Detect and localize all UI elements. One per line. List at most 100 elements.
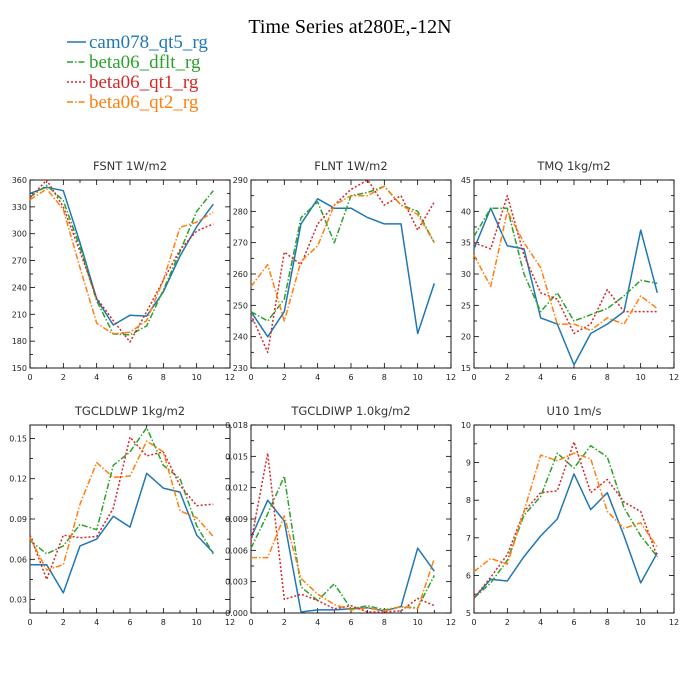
y-tick-label: 290 <box>233 176 248 185</box>
series-line-beta06_qt1_rg <box>29 436 214 581</box>
y-tick-label: 25 <box>461 301 471 310</box>
legend-label: beta06_dflt_rg <box>89 52 201 73</box>
chart-panel: TGCLDIWP 1.0kg/m20 2 4 6 8 10 120.0000.0030.00… <box>225 404 456 627</box>
x-tick-label: 0 <box>27 373 32 382</box>
x-tick-label: 4 <box>538 618 543 627</box>
x-tick-label: 12 <box>225 618 235 627</box>
legend-item: beta06_dflt_rg <box>67 52 201 73</box>
x-tick-label: 8 <box>161 373 166 382</box>
y-tick-label: 150 <box>12 364 27 373</box>
x-tick-label: 10 <box>636 618 646 627</box>
series-line-beta06_dflt_rg <box>29 426 214 555</box>
series-line-beta06_qt1_rg <box>29 179 214 343</box>
x-tick-label: 10 <box>192 373 202 382</box>
x-tick-label: 10 <box>413 373 423 382</box>
x-tick-label: 4 <box>94 618 99 627</box>
x-tick-label: 0 <box>248 618 253 627</box>
x-tick-label: 2 <box>61 373 66 382</box>
x-tick-label: 2 <box>282 618 287 627</box>
y-tick-label: 35 <box>461 239 471 248</box>
y-tick-label: 20 <box>461 333 471 342</box>
chart-panel: TGCLDLWP 1kg/m2 0 2 4 6 8 10 12 0.03 0.06 0.09 0.12… <box>9 404 235 627</box>
legend-label: beta06_qt2_rg <box>89 92 199 113</box>
x-tick-label: 8 <box>605 373 610 382</box>
y-tick-label: 15 <box>461 364 471 373</box>
series-line-beta06_qt2_rg <box>29 440 214 571</box>
y-tick-label: 0.06 <box>9 555 27 564</box>
y-tick-label: 45 <box>461 176 471 185</box>
panel-title: FLNT 1W/m2 <box>314 159 387 173</box>
series-line-beta06_qt2_rg <box>29 188 214 335</box>
series-line-beta06_qt2_rg <box>473 452 658 573</box>
x-tick-label: 8 <box>382 618 387 627</box>
x-tick-label: 2 <box>282 373 287 382</box>
series-line-beta06_qt1_rg <box>473 441 659 599</box>
y-tick-label: 7 <box>466 534 471 543</box>
legend-item: beta06_qt2_rg <box>67 92 199 113</box>
y-tick-label: 270 <box>12 257 27 266</box>
x-tick-label: 0 <box>248 373 253 382</box>
y-tick-label: 240 <box>233 333 248 342</box>
y-tick-label: 8 <box>466 496 471 505</box>
chart-panel: FSNT 1W/m2 0 2 4 6 8 10 12 150 180 210 240 270 300 330… <box>12 159 235 382</box>
x-tick-label: 0 <box>471 618 476 627</box>
x-tick-label: 10 <box>413 618 423 627</box>
y-tick-label: 0.09 <box>9 515 27 524</box>
panel-title: TMQ 1kg/m2 <box>536 159 610 173</box>
chart-panel: U10 1m/s 0 2 4 6 8 10 12 5 6 7 8 9 10 <box>461 404 679 627</box>
x-tick-label: 6 <box>348 373 353 382</box>
y-tick-label: 330 <box>12 203 27 212</box>
series-line-cam078_qt5_rg <box>473 207 659 366</box>
series-line-cam078_qt5_rg <box>250 499 435 613</box>
x-tick-label: 4 <box>94 373 99 382</box>
x-tick-label: 2 <box>61 618 66 627</box>
chart-panel: FLNT 1W/m2 0 2 4 6 8 10 12 230 240 250 260 270 280 290 <box>233 159 456 382</box>
x-tick-label: 4 <box>538 373 543 382</box>
y-tick-label: 240 <box>12 283 27 292</box>
y-tick-label: 5 <box>466 609 471 618</box>
series-line-cam078_qt5_rg <box>473 473 658 599</box>
x-tick-label: 10 <box>636 373 646 382</box>
y-tick-label: 260 <box>233 270 248 279</box>
y-tick-label: 250 <box>233 301 248 310</box>
y-tick-label: 0.012 <box>225 484 248 493</box>
panel-title: TGCLDIWP 1.0kg/m2 <box>290 404 410 418</box>
panel-title: TGCLDLWP 1kg/m2 <box>74 404 185 418</box>
series-line-beta06_qt2_rg <box>473 210 658 332</box>
x-tick-label: 8 <box>161 618 166 627</box>
y-tick-label: 0.03 <box>9 596 27 605</box>
series-line-beta06_dflt_rg <box>29 184 214 336</box>
y-tick-label: 210 <box>12 310 27 319</box>
legend-item: cam078_qt5_rg <box>67 32 208 53</box>
legend-item: beta06_qt1_rg <box>67 72 199 93</box>
y-tick-label: 280 <box>233 207 248 216</box>
legend-label: beta06_qt1_rg <box>89 72 199 93</box>
y-tick-label: 0.006 <box>225 546 248 555</box>
series-line-beta06_dflt_rg <box>473 444 658 599</box>
series-line-beta06_dflt_rg <box>473 207 658 322</box>
chart-panel: TMQ 1kg/m2 0 2 4 6 8 10 12 15 20 25 30 35 40 45 <box>461 159 679 382</box>
series-line-beta06_qt1_rg <box>250 179 435 354</box>
y-tick-label: 30 <box>461 270 471 279</box>
y-tick-label: 40 <box>461 207 471 216</box>
y-tick-label: 0.12 <box>9 475 27 484</box>
series-line-beta06_qt1_rg <box>473 194 658 335</box>
x-tick-label: 10 <box>192 618 202 627</box>
x-tick-label: 4 <box>315 618 320 627</box>
x-tick-label: 12 <box>446 373 456 382</box>
x-tick-label: 2 <box>505 373 510 382</box>
y-tick-label: 0.003 <box>225 578 248 587</box>
legend-label: cam078_qt5_rg <box>89 32 208 53</box>
x-tick-label: 0 <box>27 618 32 627</box>
x-tick-label: 8 <box>605 618 610 627</box>
y-tick-label: 230 <box>233 364 248 373</box>
x-tick-label: 12 <box>446 618 456 627</box>
y-tick-label: 0.018 <box>225 421 248 430</box>
y-tick-label: 10 <box>461 421 471 430</box>
y-tick-label: 0.009 <box>225 515 248 524</box>
x-tick-label: 6 <box>127 373 132 382</box>
figure-title: Time Series at280E,-12N <box>248 16 451 38</box>
panel-title: U10 1m/s <box>546 404 601 418</box>
